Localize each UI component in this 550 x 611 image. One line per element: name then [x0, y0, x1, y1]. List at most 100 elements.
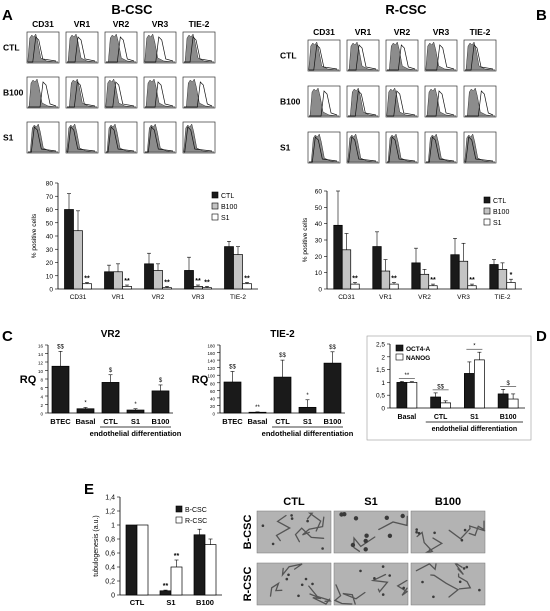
panel-letter-e: E: [84, 481, 94, 498]
header-b-csc: B-CSC: [111, 2, 153, 17]
y-tick-label: 10: [46, 273, 54, 280]
y-tick-label: 80: [46, 181, 54, 188]
significance-mark: $$: [437, 384, 444, 390]
group-label: endothelial differentiation: [90, 429, 182, 438]
y-tick-label: 60: [46, 207, 54, 214]
flow-cytometry-grid-r-csc: CD31 VR1 VR2 VR3 TIE-2 CTL B100 S1: [280, 27, 497, 164]
x-tick-label: B100: [500, 414, 517, 421]
histogram-isotype: [28, 123, 59, 153]
y-tick-label: 0: [318, 287, 322, 294]
histogram-cell: [307, 39, 341, 72]
bar: [458, 260, 469, 290]
y-tick-label: 0,2: [105, 579, 115, 586]
bar: [396, 382, 408, 409]
cell-network: [416, 520, 486, 553]
y-tick-label: 50: [46, 220, 54, 227]
histogram-marker: [465, 90, 494, 117]
legend-swatch: [175, 516, 183, 524]
bar: [51, 365, 70, 414]
legend-label: CTL: [221, 193, 234, 200]
bar: [242, 283, 252, 290]
x-tick-label: CTL: [275, 417, 290, 426]
histogram-cell: [104, 121, 138, 154]
histogram-cell: [143, 76, 177, 109]
histogram-cell: [385, 39, 419, 72]
bar: [170, 566, 183, 596]
cell-body: [342, 512, 347, 517]
flow-condition-label: CTL: [280, 51, 297, 61]
bar: [419, 273, 430, 290]
bar: [224, 246, 234, 290]
cell-body: [363, 547, 368, 552]
histogram-marker: [145, 36, 174, 63]
x-tick-label: S1: [131, 417, 140, 426]
histogram-cell: [307, 131, 341, 164]
histogram-cell: [182, 76, 216, 109]
y-tick-label: 160: [207, 351, 215, 356]
histogram-isotype: [184, 33, 215, 63]
x-tick-label: CTL: [130, 598, 145, 607]
bar: [104, 271, 114, 290]
x-tick-label: VR3: [192, 294, 205, 301]
histogram-cell: [104, 76, 138, 109]
legend-label: NANOG: [406, 355, 430, 362]
bar: [450, 254, 460, 290]
bar: [126, 409, 145, 414]
histogram-marker: [309, 90, 338, 117]
y-axis-label: % positive cells: [31, 213, 38, 258]
cell-body: [381, 565, 385, 568]
y-tick-label: 20: [210, 404, 216, 409]
legend-swatch: [483, 196, 491, 204]
bar: [464, 373, 475, 409]
significance-mark: **: [405, 373, 410, 379]
cell-body: [463, 528, 467, 532]
cell-body: [321, 547, 324, 550]
legend-swatch: [395, 353, 404, 361]
y-tick-label: 100: [207, 374, 215, 379]
x-tick-label: TIE-2: [495, 294, 511, 301]
histogram-marker: [309, 136, 338, 163]
significance-mark: **: [195, 278, 201, 285]
histogram-marker: [348, 44, 377, 71]
legend-label: B100: [493, 209, 509, 216]
y-tick-label: 1: [111, 523, 115, 530]
histogram-isotype: [145, 78, 176, 108]
y-tick-label: 30: [46, 247, 54, 254]
x-tick-label: VR2: [418, 294, 431, 301]
y-tick-label: 1,2: [105, 509, 115, 516]
x-tick-label: S1: [470, 414, 479, 421]
cell-body: [421, 580, 424, 584]
histogram-cell: [182, 31, 216, 64]
y-tick-label: 2: [40, 403, 43, 408]
legend-label: OCT4-A: [406, 346, 431, 353]
histogram-isotype: [309, 87, 340, 117]
bar: [82, 283, 92, 290]
histogram-marker: [348, 90, 377, 117]
flow-marker-label: VR1: [355, 27, 372, 37]
histogram-cell: [26, 76, 60, 109]
x-tick-label: S1: [166, 598, 175, 607]
x-tick-label: CD31: [70, 294, 87, 301]
significance-mark: *: [510, 272, 513, 279]
histogram-marker: [67, 81, 96, 108]
histogram-isotype: [144, 33, 176, 63]
micrograph-row-label: B-CSC: [242, 515, 254, 550]
bar: [350, 283, 360, 290]
cell-body: [287, 573, 290, 577]
cell-body: [388, 574, 392, 577]
cell-body: [290, 517, 294, 520]
cell-body: [387, 533, 393, 538]
flow-condition-label: CTL: [3, 43, 20, 53]
x-tick-label: BTEC: [50, 417, 71, 426]
flow-condition-label: S1: [280, 143, 291, 153]
y-tick-label: 60: [315, 189, 323, 196]
bar: [506, 282, 516, 290]
bar: [184, 270, 194, 290]
histogram-marker: [28, 126, 57, 153]
flow-marker-label: CD31: [313, 27, 335, 37]
histogram-marker: [184, 126, 213, 153]
chart-title: VR2: [101, 329, 121, 340]
histogram-cell: [65, 121, 99, 154]
significance-mark: $$: [57, 344, 64, 350]
